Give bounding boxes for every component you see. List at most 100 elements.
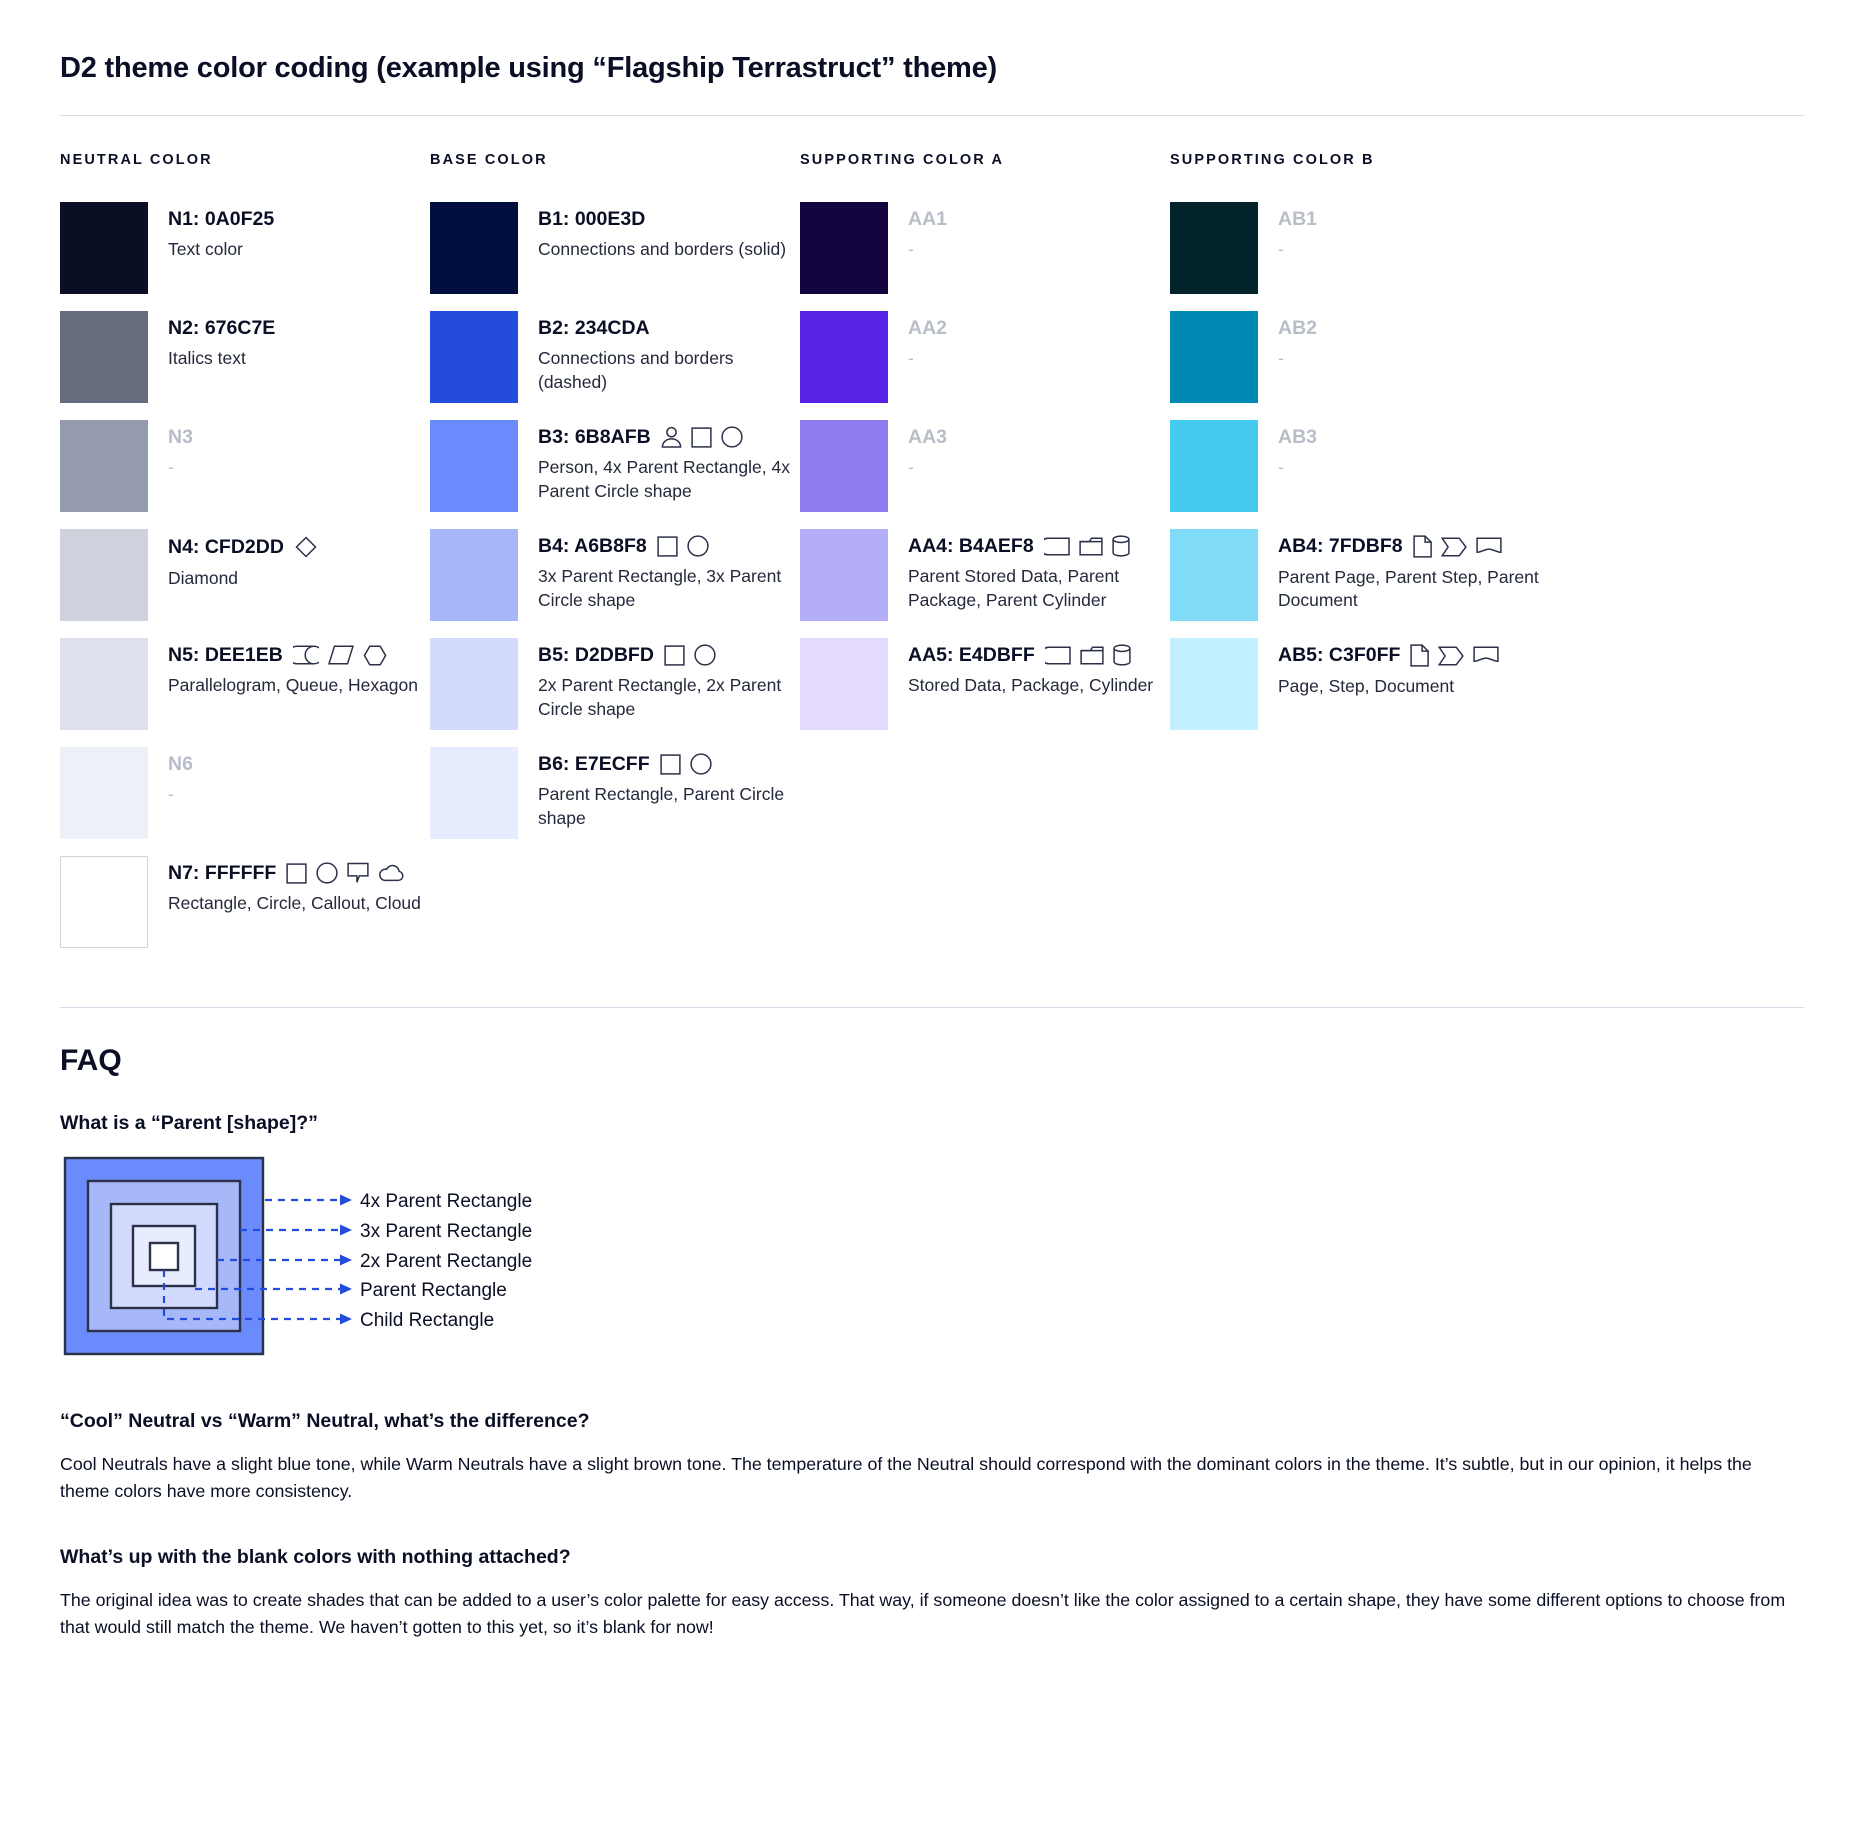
palette-column-header: NEUTRAL COLOR <box>60 152 213 168</box>
color-swatch[interactable] <box>60 747 148 839</box>
swatch-meta: N2: 676C7E Italics text <box>168 311 430 371</box>
swatch-row[interactable]: N5: DEE1EB Parallelogram, Queue, Hexagon <box>60 638 430 730</box>
swatch-row[interactable]: B5: D2DBFD 2x Parent Rectangle, 2x Parent… <box>430 638 800 730</box>
parallelogram-icon <box>327 645 354 665</box>
shape-icon-group <box>657 535 709 557</box>
swatch-row[interactable]: AB4: 7FDBF8 Parent Page, Parent Step, Par… <box>1170 529 1540 621</box>
color-swatch[interactable] <box>800 420 888 512</box>
swatch-row[interactable]: AB5: C3F0FF Page, Step, Document <box>1170 638 1540 730</box>
swatch-row[interactable]: AB3 - <box>1170 420 1540 512</box>
swatch-meta: B1: 000E3D Connections and borders (solid… <box>538 202 800 262</box>
swatch-meta: AB1 - <box>1278 202 1540 262</box>
swatch-row[interactable]: B4: A6B8F8 3x Parent Rectangle, 3x Parent… <box>430 529 800 621</box>
hexagon-icon <box>363 645 387 666</box>
swatch-row[interactable]: N4: CFD2DD Diamond <box>60 529 430 621</box>
swatch-meta: AA4: B4AEF8 Parent Stored Data, Parent Pa… <box>908 529 1170 612</box>
color-swatch[interactable] <box>800 311 888 403</box>
color-swatch[interactable] <box>430 638 518 730</box>
shape-icon-group <box>1043 535 1130 557</box>
swatch-label: N1: 0A0F25 <box>168 208 275 230</box>
color-swatch[interactable] <box>1170 420 1258 512</box>
palette-column-header: BASE COLOR <box>430 152 548 168</box>
color-swatch[interactable] <box>60 420 148 512</box>
color-swatch[interactable] <box>430 311 518 403</box>
palette-grid: NEUTRAL COLOR N1: 0A0F25 Text color N2: 676… <box>60 152 1804 965</box>
swatch-row[interactable]: N7: FFFFFF Rectangle, Circle, Callout, Cl… <box>60 856 430 948</box>
color-swatch[interactable] <box>800 202 888 294</box>
swatch-label: AB4: 7FDBF8 <box>1278 535 1403 558</box>
stored-data-icon <box>1043 537 1070 556</box>
swatch-meta-header: B6: E7ECFF <box>538 753 800 775</box>
swatch-row[interactable]: N6 - <box>60 747 430 839</box>
swatch-meta: N3 - <box>168 420 430 480</box>
color-swatch[interactable] <box>60 529 148 621</box>
swatch-row[interactable]: AA4: B4AEF8 Parent Stored Data, Parent Pa… <box>800 529 1170 621</box>
faq-heading: FAQ <box>60 1044 122 1077</box>
swatch-row[interactable]: B2: 234CDA Connections and borders (dashe… <box>430 311 800 403</box>
swatch-label: AA4: B4AEF8 <box>908 535 1034 557</box>
color-swatch[interactable] <box>430 529 518 621</box>
shape-icon-group <box>1044 644 1131 666</box>
color-swatch[interactable] <box>430 202 518 294</box>
swatch-row[interactable]: AA1 - <box>800 202 1170 294</box>
circle-icon <box>694 644 716 666</box>
swatch-row[interactable]: AA3 - <box>800 420 1170 512</box>
swatch-label: N5: DEE1EB <box>168 644 283 666</box>
color-swatch[interactable] <box>60 311 148 403</box>
swatch-row[interactable]: N1: 0A0F25 Text color <box>60 202 430 294</box>
swatch-row[interactable]: AA2 - <box>800 311 1170 403</box>
page-title: D2 theme color coding (example using “Fl… <box>60 52 998 84</box>
palette-column: SUPPORTING COLOR B AB1 - AB2 - AB3 - AB4: 7FDBF… <box>1170 152 1540 965</box>
palette-column: SUPPORTING COLOR A AA1 - AA2 - AA3 - AA4: B4AEF… <box>800 152 1170 965</box>
rectangle-icon <box>286 863 307 884</box>
page-root: D2 theme color coding (example using “Fl… <box>60 52 1804 1637</box>
swatch-meta-header: AA4: B4AEF8 <box>908 535 1170 557</box>
swatch-meta: AA5: E4DBFF Stored Data, Package, Cylinde… <box>908 638 1170 698</box>
shape-icon-group <box>292 645 387 666</box>
swatch-row[interactable]: B3: 6B8AFB Person, 4x Parent Rectangle, 4… <box>430 420 800 512</box>
swatch-label: AA3 <box>908 426 948 448</box>
swatch-row[interactable]: AB2 - <box>1170 311 1540 403</box>
color-swatch[interactable] <box>1170 638 1258 730</box>
faq-answer-cool-warm: Cool Neutrals have a slight blue tone, w… <box>60 1454 1752 1501</box>
color-swatch[interactable] <box>430 420 518 512</box>
swatch-row[interactable]: N3 - <box>60 420 430 512</box>
color-swatch[interactable] <box>1170 202 1258 294</box>
swatch-description: Parallelogram, Queue, Hexagon <box>168 675 419 696</box>
diagram-label-4x: 4x Parent Rectangle <box>360 1191 532 1212</box>
faq-question-parent-shape: What is a “Parent [shape]?” <box>60 1112 318 1134</box>
swatch-description: - <box>1278 348 1284 369</box>
package-icon <box>1080 645 1104 665</box>
swatch-description: Text color <box>168 239 243 260</box>
rectangle-icon <box>691 427 712 448</box>
swatch-meta-header: AB4: 7FDBF8 <box>1278 535 1540 558</box>
step-icon <box>1438 645 1465 666</box>
color-swatch[interactable] <box>60 638 148 730</box>
color-swatch[interactable] <box>1170 311 1258 403</box>
swatch-label: AA2 <box>908 317 948 339</box>
swatch-row[interactable]: B6: E7ECFF Parent Rectangle, Parent Circl… <box>430 747 800 839</box>
diagram-label-2x: 2x Parent Rectangle <box>360 1251 532 1272</box>
palette-column-header: SUPPORTING COLOR A <box>800 152 1005 168</box>
swatch-meta: N6 - <box>168 747 430 807</box>
color-swatch[interactable] <box>60 202 148 294</box>
swatch-row[interactable]: AB1 - <box>1170 202 1540 294</box>
color-swatch[interactable] <box>430 747 518 839</box>
swatch-row[interactable]: B1: 000E3D Connections and borders (solid… <box>430 202 800 294</box>
swatch-meta: AB5: C3F0FF Page, Step, Document <box>1278 638 1540 698</box>
circle-icon <box>316 862 338 884</box>
swatch-description: 2x Parent Rectangle, 2x Parent Circle sh… <box>538 675 782 719</box>
color-swatch[interactable] <box>800 529 888 621</box>
swatch-description: - <box>908 239 914 260</box>
swatch-row[interactable]: AA5: E4DBFF Stored Data, Package, Cylinde… <box>800 638 1170 730</box>
color-swatch[interactable] <box>800 638 888 730</box>
swatch-description: - <box>168 457 174 478</box>
color-swatch[interactable] <box>60 856 148 948</box>
shape-icon-group <box>286 862 404 884</box>
page-icon <box>1412 535 1432 558</box>
swatch-label: AB2 <box>1278 317 1318 339</box>
color-swatch[interactable] <box>1170 529 1258 621</box>
swatch-meta-header: AA2 <box>908 317 1170 339</box>
swatch-row[interactable]: N2: 676C7E Italics text <box>60 311 430 403</box>
swatch-meta: AB3 - <box>1278 420 1540 480</box>
